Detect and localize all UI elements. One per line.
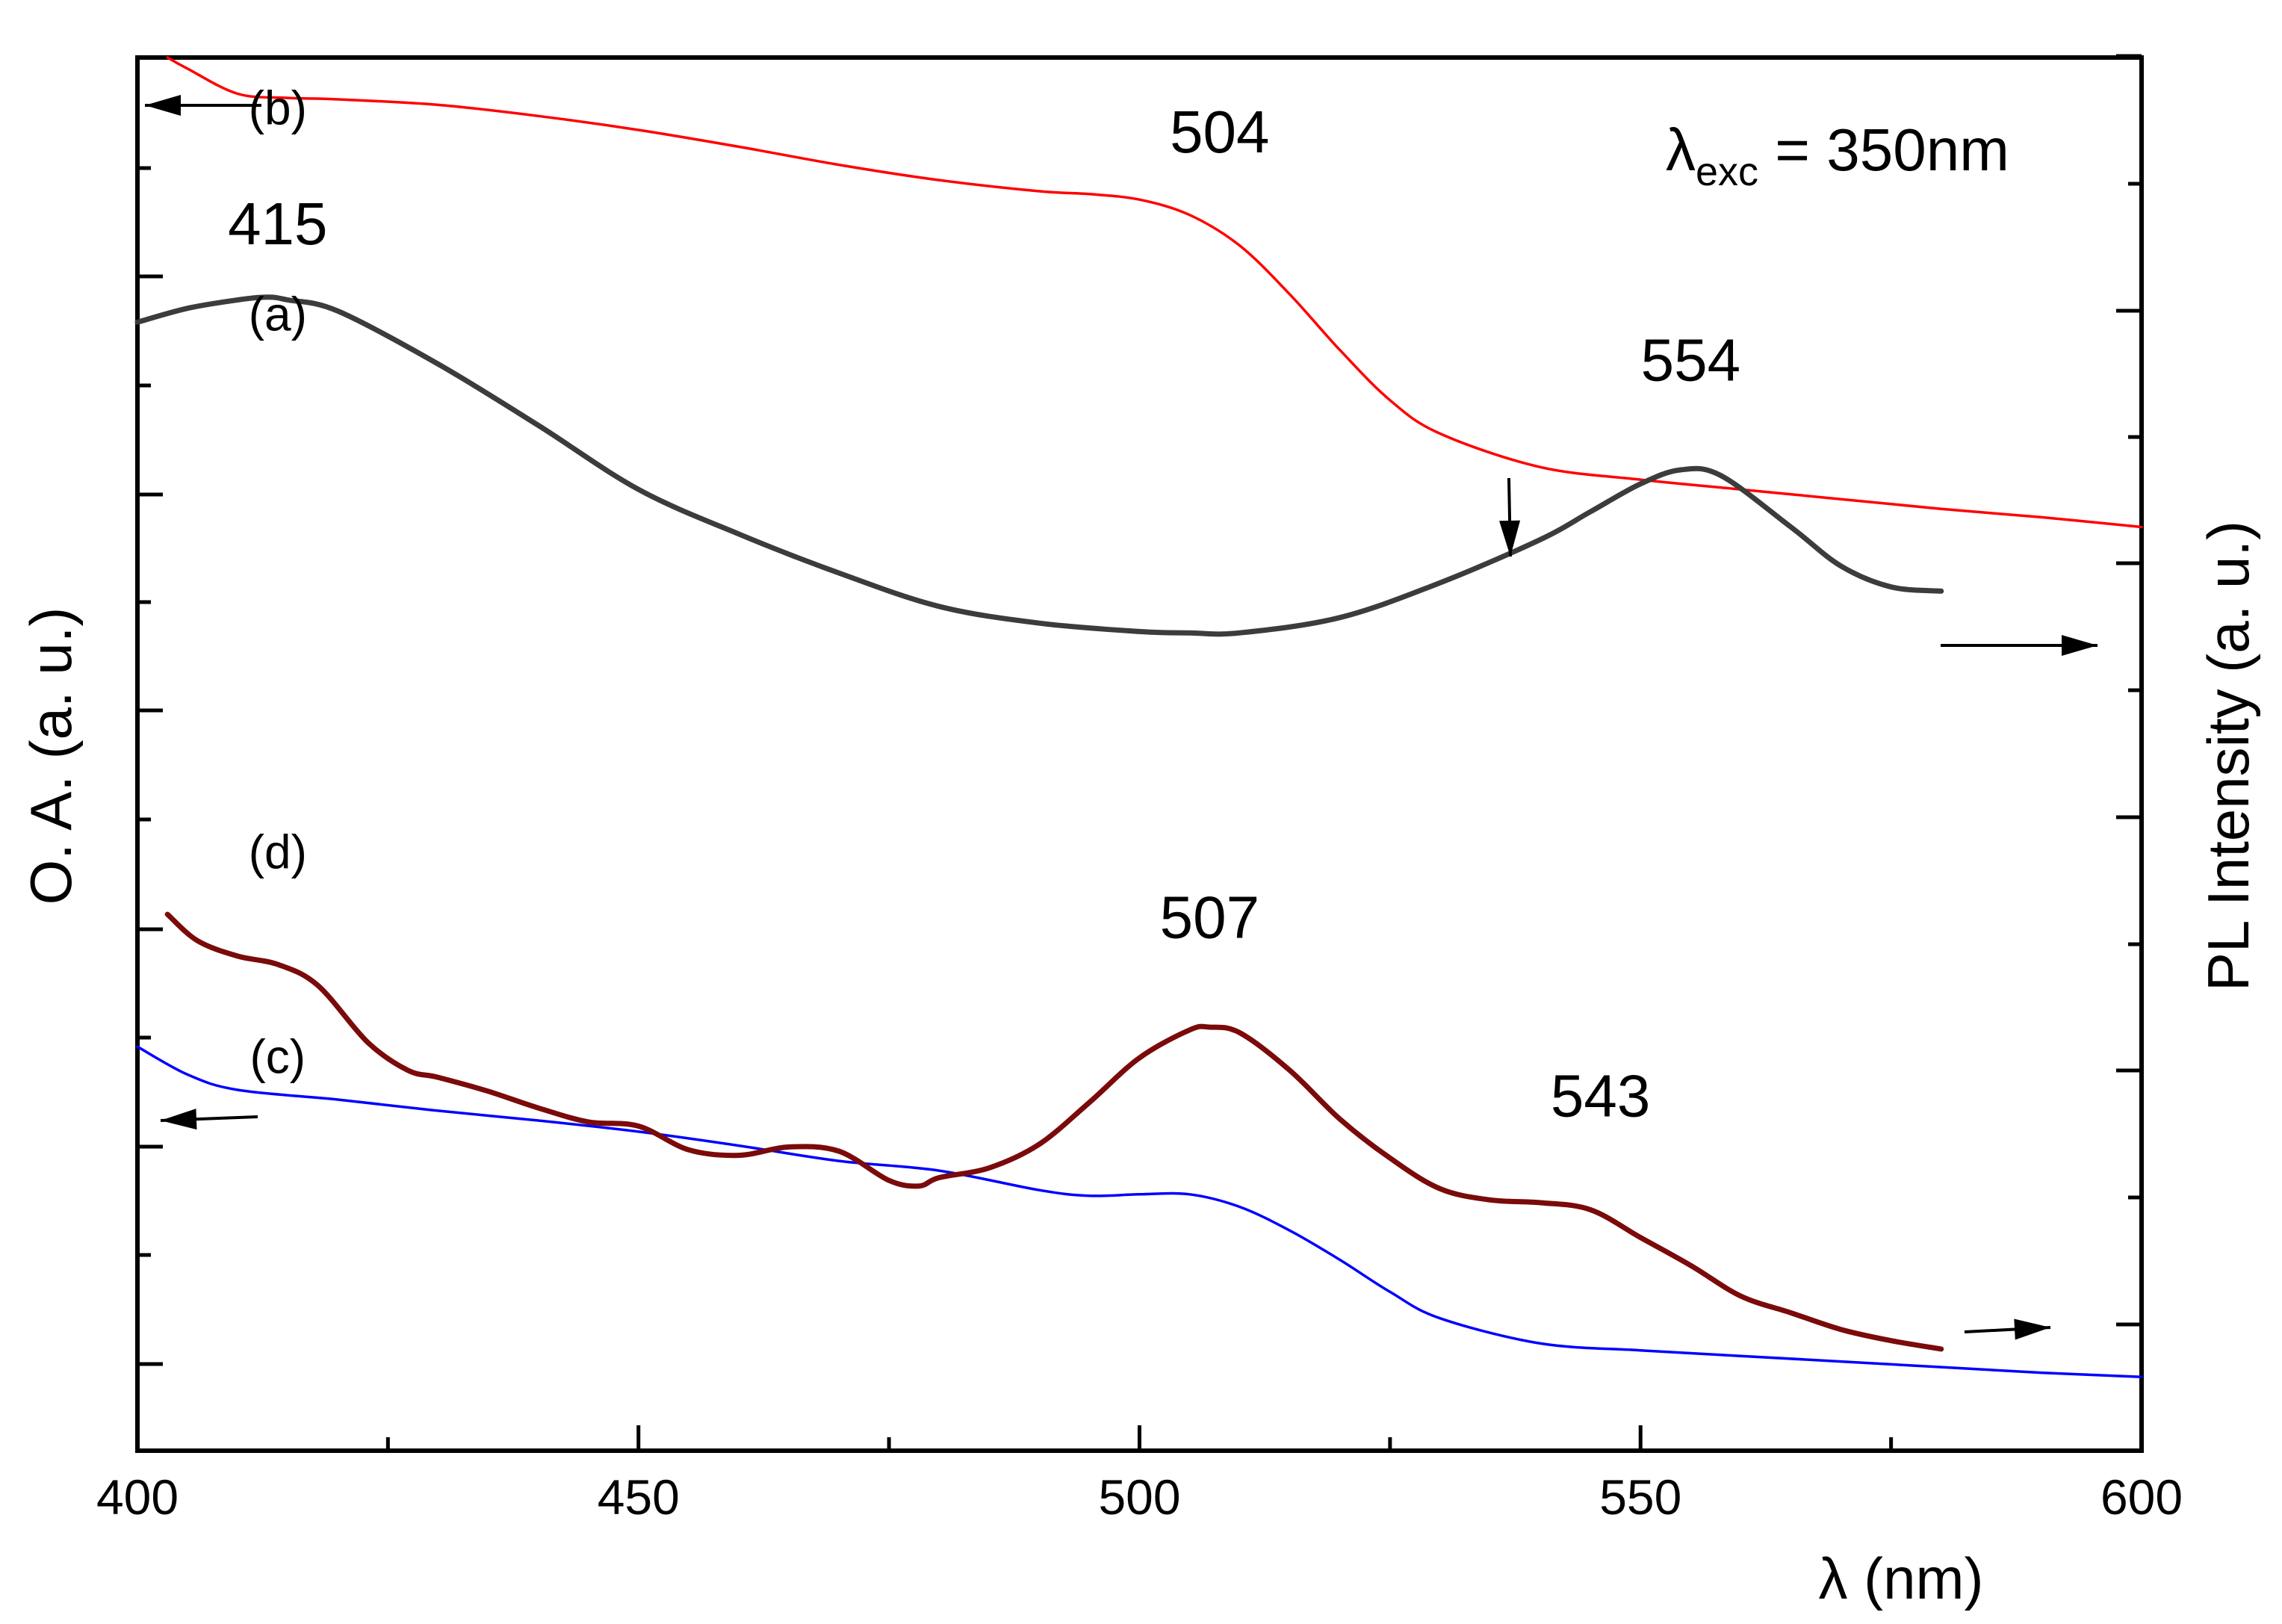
- annotation-rest: = 350nm: [1758, 117, 2009, 183]
- x-tick-label: 600: [2100, 1469, 2183, 1525]
- peak-label: 507: [1160, 884, 1259, 951]
- x-tick-label: 550: [1599, 1469, 1681, 1525]
- arrows-layer: [145, 95, 2097, 1340]
- x-axis-title: λ (nm): [1819, 1546, 1984, 1611]
- peak-label: 504: [1170, 99, 1269, 165]
- peak-label: 415: [228, 190, 327, 257]
- peak-label: 554: [1641, 327, 1740, 394]
- curves-layer: [134, 56, 2143, 1378]
- arrow-marker-a-head: [1499, 520, 1521, 557]
- curve-label: (c): [249, 1030, 306, 1084]
- annotation-subscript: exc: [1696, 149, 1758, 194]
- arrow-d-right-axis-head: [2014, 1318, 2050, 1340]
- ticks-layer: 400 450 500 550 600: [96, 54, 2183, 1525]
- series-line-c: [136, 1045, 2143, 1378]
- curve-label: (b): [249, 81, 307, 135]
- curve-label: (a): [249, 288, 307, 341]
- arrow-b-left-axis-head: [145, 95, 181, 116]
- plot-area-frame: [135, 55, 2144, 1453]
- curve-label: (d): [249, 825, 307, 878]
- excitation-annotation: λexc = 350nm: [1666, 117, 2009, 194]
- series-line-a: [134, 294, 1944, 637]
- x-tick-label: 400: [96, 1469, 179, 1525]
- peak-label: 543: [1551, 1062, 1650, 1129]
- annotation-lambda: λ: [1666, 117, 1696, 183]
- series-line-d: [164, 911, 1944, 1352]
- x-tick-label: 450: [598, 1469, 680, 1525]
- arrow-c-left-axis-head: [161, 1109, 197, 1130]
- y-axis-title-right: PL Intensity (a. u.): [2195, 521, 2261, 991]
- x-tick-label: 500: [1098, 1469, 1180, 1525]
- y-axis-title-left: O. A. (a. u.): [18, 607, 84, 905]
- arrow-a-right-axis-head: [2062, 635, 2097, 656]
- labels-layer: 415 504 554 507 543 (b) (a) (d) (c): [228, 81, 1740, 1129]
